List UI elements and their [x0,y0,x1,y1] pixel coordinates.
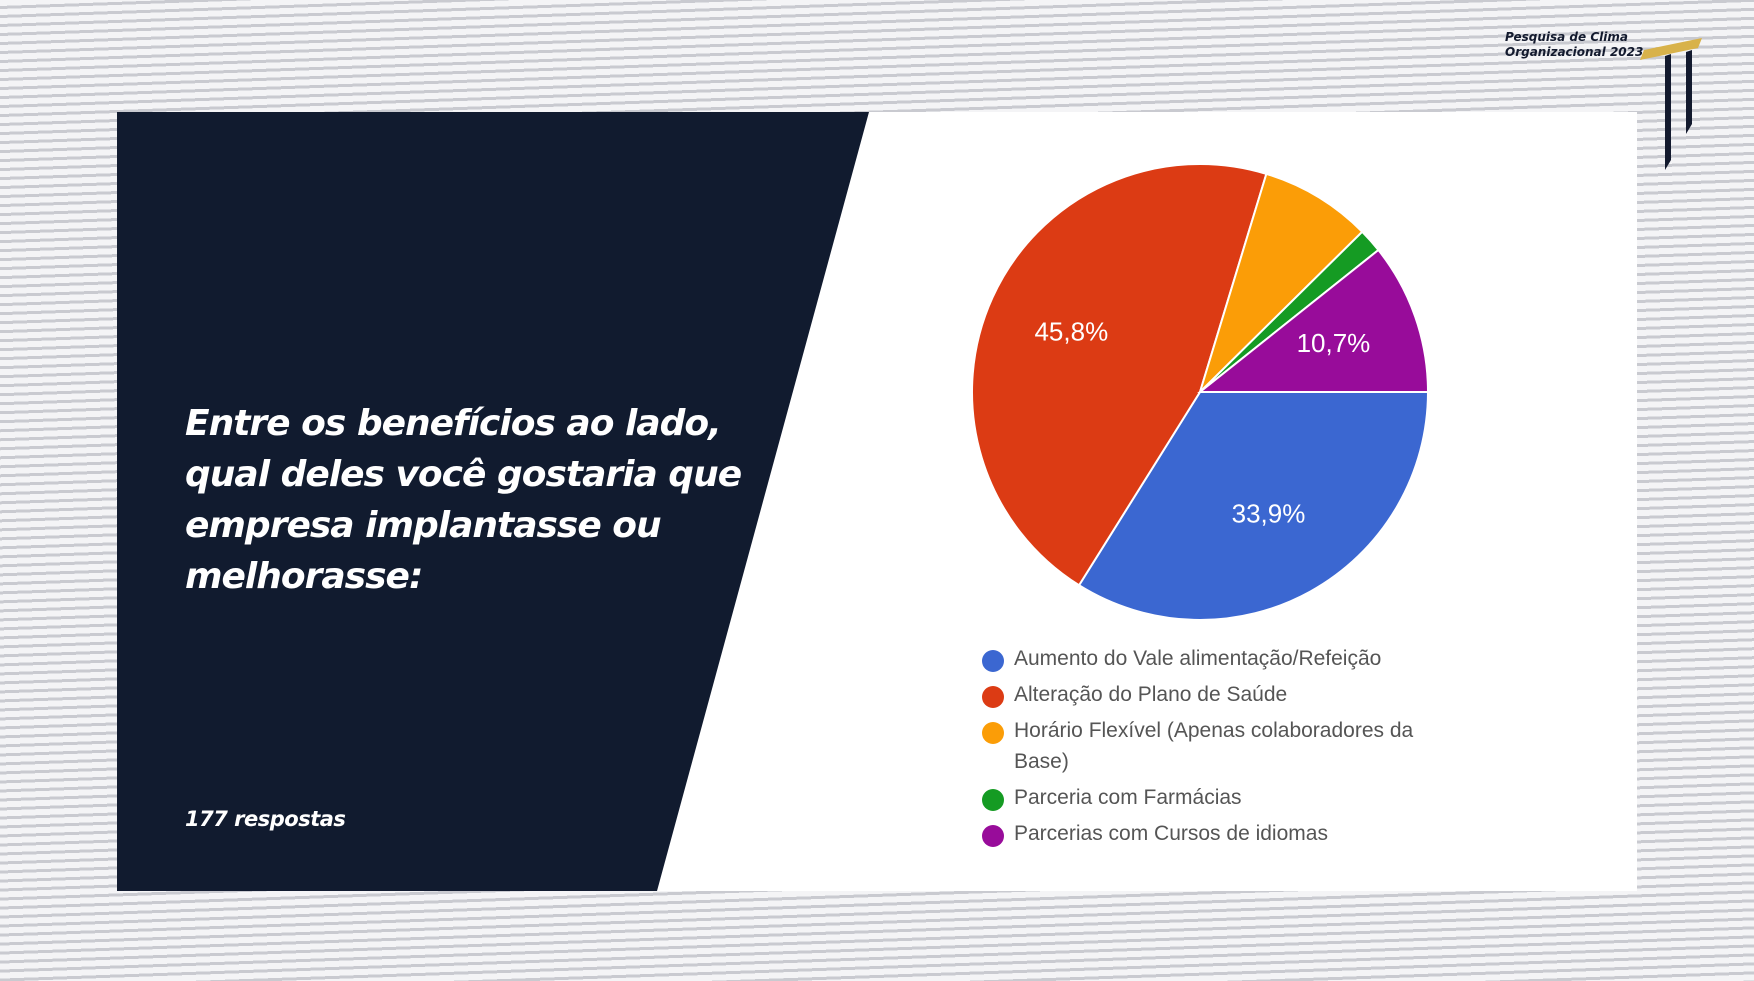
legend-swatch-1 [982,686,1004,708]
pie-slice-4 [1197,248,1430,393]
brand-logo-icon [1640,38,1702,170]
question-text: Entre os benefícios ao lado, qual deles … [185,403,742,597]
brand-title-line2: Organizacional 2023 [1505,45,1644,59]
legend-label-4: Parcerias com Cursos de idiomas [1014,822,1328,845]
chart-legend: Aumento do Vale alimentação/Refeição Alte… [982,643,1434,854]
pie-data-label-4: 10,7% [1297,328,1371,358]
legend-swatch-4 [982,825,1004,847]
legend-item-0: Aumento do Vale alimentação/Refeição [982,643,1434,674]
response-count: 177 respostas [185,807,346,831]
question-panel: Entre os benefícios ao lado, qual deles … [117,112,869,891]
legend-item-3: Parceria com Farmácias [982,782,1434,813]
pie-slice-2 [1199,172,1364,393]
legend-item-1: Alteração do Plano de Saúde [982,679,1434,710]
legend-label-0: Aumento do Vale alimentação/Refeição [1014,647,1382,670]
legend-item-4: Parcerias com Cursos de idiomas [982,818,1434,849]
pie-data-label-1: 45,8% [1034,316,1108,346]
legend-item-2: Horário Flexível (Apenas colaboradores d… [982,715,1434,777]
pie-slice-1 [971,163,1268,587]
slide-card: Entre os benefícios ao lado, qual deles … [117,112,1637,891]
legend-label-3: Parceria com Farmácias [1014,786,1242,809]
pie-slice-0 [1077,391,1430,621]
brand-title-line1: Pesquisa de Clima [1505,30,1628,44]
legend-swatch-0 [982,650,1004,672]
legend-swatch-2 [982,722,1004,744]
legend-label-1: Alteração do Plano de Saúde [1014,683,1288,706]
brand-title: Pesquisa de Clima Organizacional 2023 [1505,30,1643,60]
pie-data-label-0: 33,9% [1232,499,1306,529]
legend-swatch-3 [982,789,1004,811]
pie-chart: 33,9% 45,8% 10,7% [971,163,1430,621]
legend-label-2: Horário Flexível (Apenas colaboradores d… [1014,719,1414,773]
